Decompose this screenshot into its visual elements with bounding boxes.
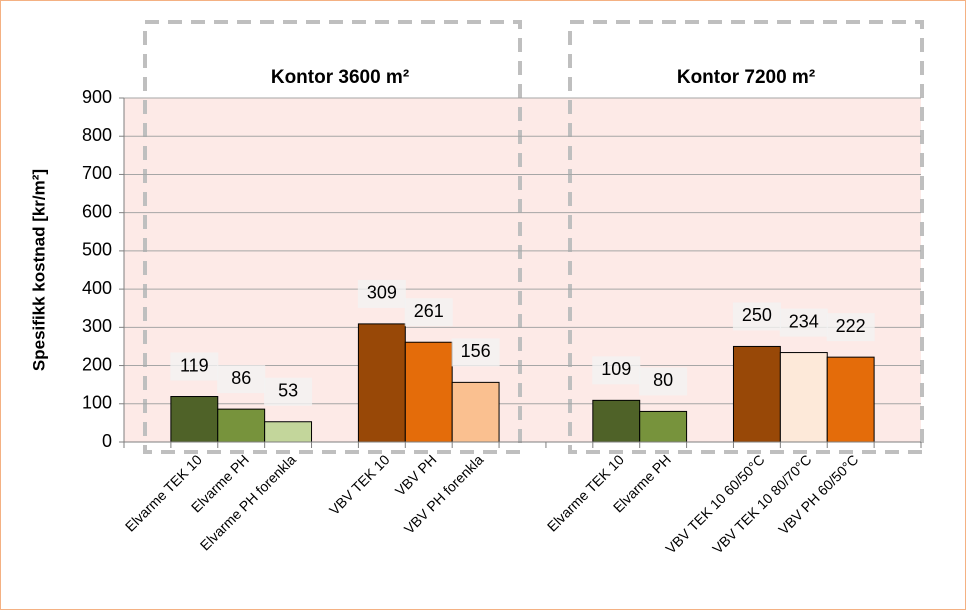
y-tick-label: 300 xyxy=(82,316,112,336)
value-label: 234 xyxy=(789,311,819,331)
bar xyxy=(592,399,641,443)
value-label-bg xyxy=(592,356,641,385)
bar xyxy=(357,323,406,443)
bar xyxy=(404,341,453,443)
group-title: Kontor 3600 m² xyxy=(271,67,409,88)
bar xyxy=(170,396,219,443)
value-label-bg xyxy=(732,302,781,331)
value-label: 53 xyxy=(278,380,298,400)
value-label-bg xyxy=(639,367,688,396)
y-tick-label: 400 xyxy=(82,278,112,298)
value-label-bg xyxy=(357,279,406,308)
value-label: 156 xyxy=(461,341,491,361)
value-label: 109 xyxy=(601,359,631,379)
bar xyxy=(639,410,688,443)
value-label: 222 xyxy=(836,316,866,336)
group-box xyxy=(143,20,522,454)
y-axis-label: Spesifikk kostnad [kr/m²] xyxy=(29,169,48,371)
bar xyxy=(732,345,781,443)
value-label-bg xyxy=(170,352,219,381)
y-tick-label: 200 xyxy=(82,354,112,374)
bar xyxy=(779,352,828,443)
y-tick-label: 600 xyxy=(82,201,112,221)
value-label: 80 xyxy=(653,370,673,390)
y-tick-label: 700 xyxy=(82,163,112,183)
y-tick-label: 900 xyxy=(82,87,112,107)
value-label-bg xyxy=(217,365,266,394)
group-title: Kontor 7200 m² xyxy=(677,67,815,88)
value-label: 250 xyxy=(742,305,772,325)
value-label-bg xyxy=(404,298,453,327)
value-label-bg xyxy=(826,313,875,342)
bar xyxy=(264,421,313,443)
value-label: 86 xyxy=(231,368,251,388)
value-label: 119 xyxy=(180,355,209,375)
bar xyxy=(451,381,500,443)
bar xyxy=(826,356,875,443)
value-label-bg xyxy=(451,338,500,367)
y-tick-label: 100 xyxy=(82,393,112,413)
bar xyxy=(217,408,266,443)
y-tick-label: 0 xyxy=(102,431,112,451)
value-label-bg xyxy=(264,377,313,406)
value-label: 309 xyxy=(367,283,397,303)
y-tick-label: 800 xyxy=(82,125,112,145)
value-label-bg xyxy=(779,308,828,337)
value-label: 261 xyxy=(414,301,444,321)
y-tick-label: 500 xyxy=(82,240,112,260)
